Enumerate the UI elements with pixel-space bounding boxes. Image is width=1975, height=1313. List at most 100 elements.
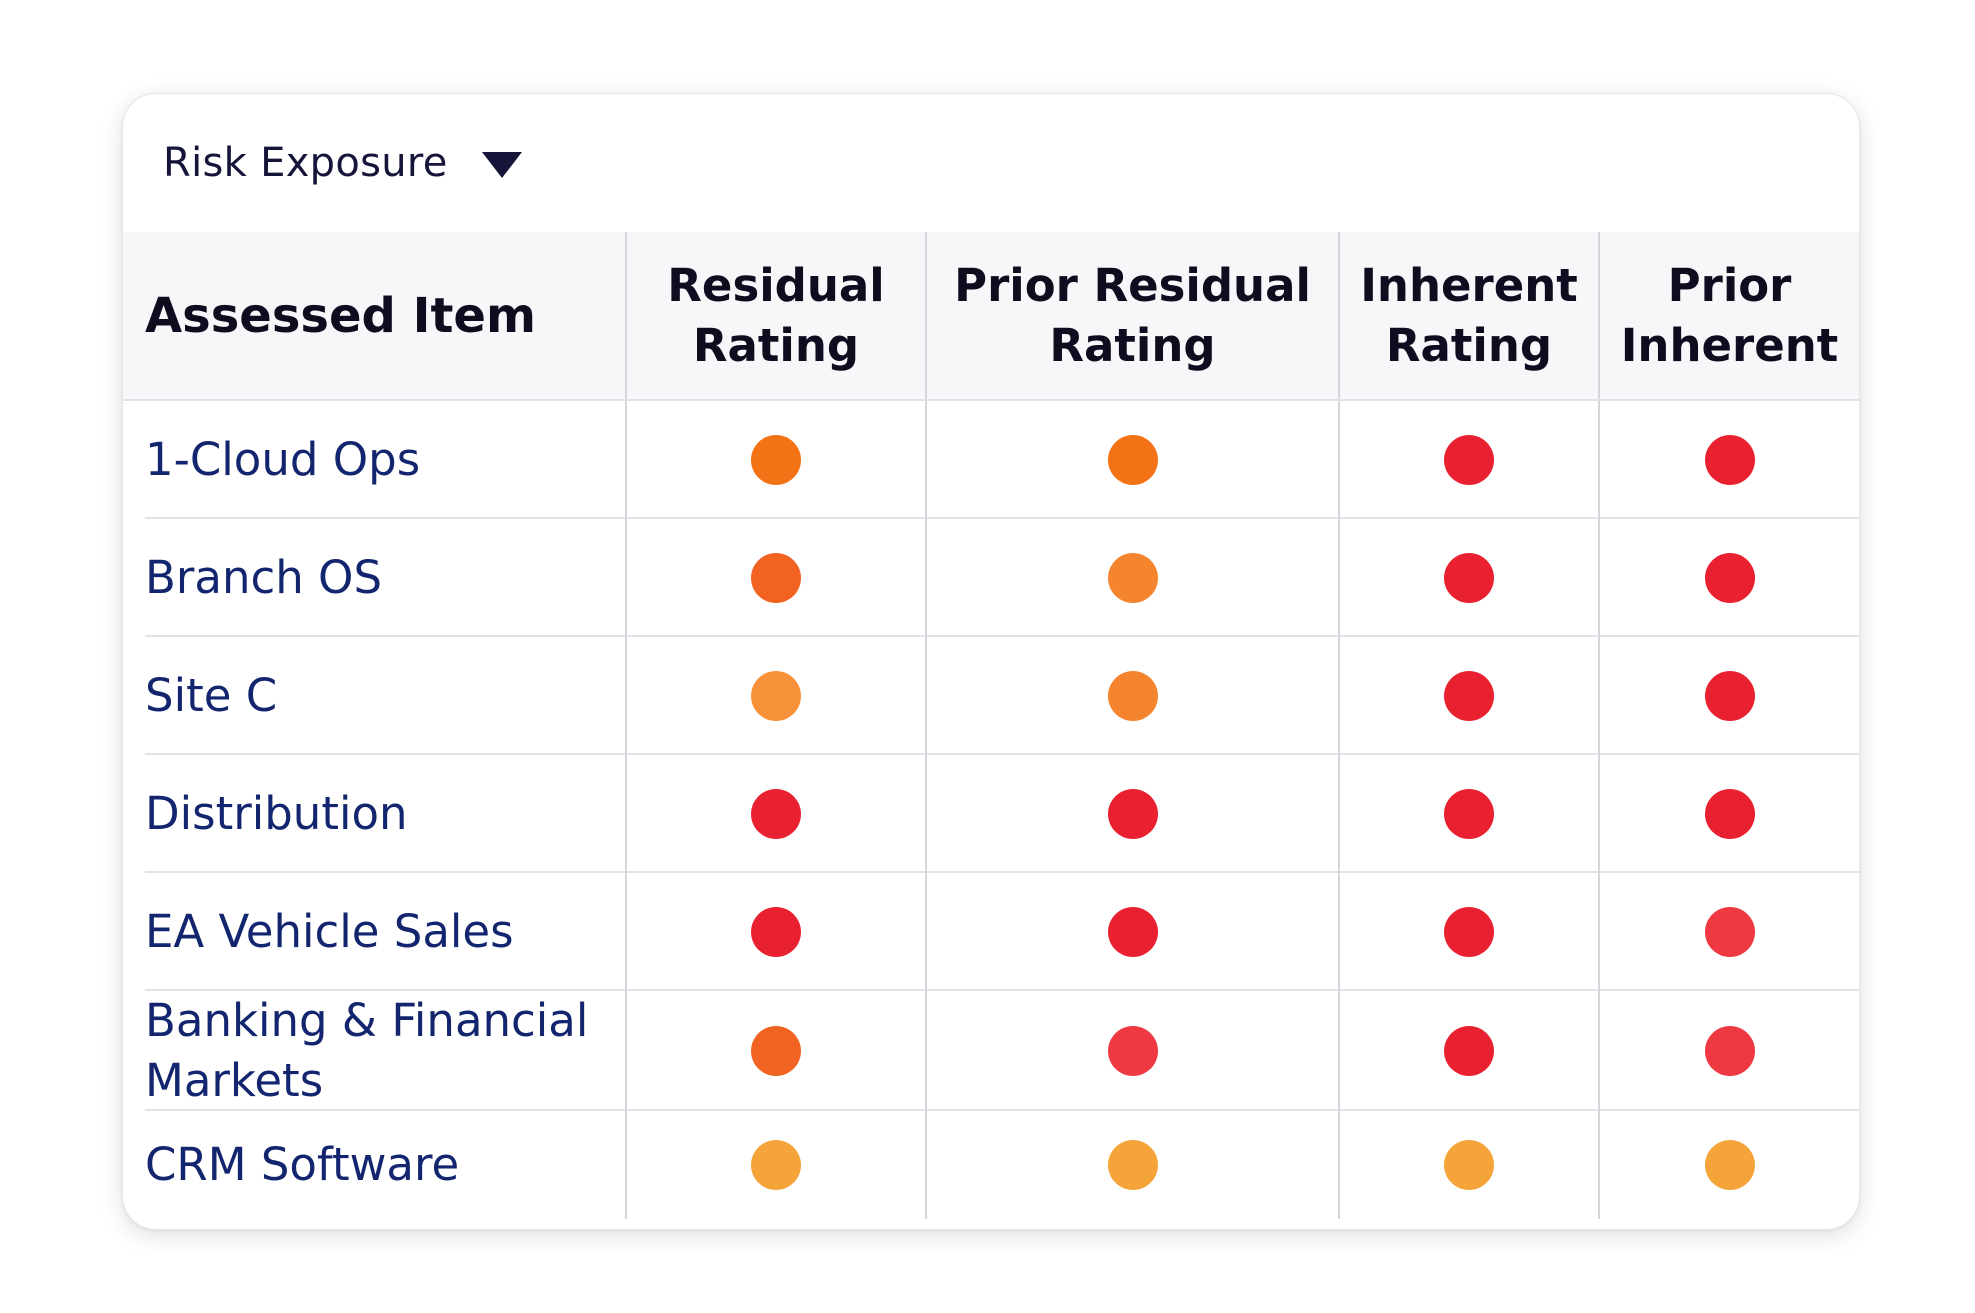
table-row: Branch OS [123, 519, 1859, 637]
row-divider [145, 989, 625, 991]
inherent-rating-cell [1338, 755, 1599, 873]
assessed-item-cell: CRM Software [123, 1111, 626, 1219]
assessed-item-link[interactable]: Branch OS [145, 551, 383, 604]
column-header-residual-rating[interactable]: Residual Rating [625, 232, 926, 401]
row-divider [927, 1109, 1338, 1111]
prior-inherent-rating-cell [1598, 637, 1859, 755]
risk-exposure-dropdown[interactable]: Risk Exposure [163, 140, 522, 186]
prior-residual-rating-cell [925, 400, 1339, 519]
column-header-label: Assessed Item [145, 287, 536, 344]
assessed-item-link[interactable]: CRM Software [145, 1138, 460, 1191]
column-header-inherent-rating[interactable]: Inherent Rating [1338, 232, 1599, 401]
inherent-rating-indicator [1444, 671, 1494, 721]
row-divider [927, 871, 1338, 873]
card-header: Risk Exposure [123, 94, 1859, 232]
inherent-rating-cell [1338, 637, 1599, 755]
table-row: Distribution [123, 755, 1859, 873]
prior-inherent-rating-cell [1598, 1111, 1859, 1219]
assessed-item-link[interactable]: EA Vehicle Sales [145, 905, 514, 958]
assessed-item-cell: Branch OS [123, 519, 626, 637]
row-divider [1600, 1109, 1859, 1111]
row-divider [1600, 753, 1859, 755]
prior-inherent-rating-indicator [1704, 789, 1755, 839]
assessed-item-cell: Site C [123, 637, 626, 755]
row-divider [1600, 635, 1859, 637]
row-divider [1340, 989, 1598, 991]
assessed-item-link[interactable]: Banking & Financial Markets [145, 994, 589, 1107]
inherent-rating-indicator [1444, 435, 1494, 485]
assessed-item-link[interactable]: 1-Cloud Ops [145, 433, 421, 486]
table-row: Banking & Financial Markets [123, 991, 1859, 1111]
prior-residual-rating-cell [925, 991, 1339, 1111]
risk-exposure-card: Risk Exposure Assessed Item Residual Rat… [122, 93, 1860, 1230]
row-divider [145, 753, 625, 755]
row-divider [927, 753, 1338, 755]
prior-residual-rating-indicator [1107, 553, 1158, 603]
row-divider [927, 517, 1338, 519]
residual-rating-cell [625, 637, 926, 755]
prior-residual-rating-cell [925, 1111, 1339, 1219]
row-divider [1340, 517, 1598, 519]
inherent-rating-cell [1338, 1111, 1599, 1219]
row-divider [1600, 517, 1859, 519]
prior-residual-rating-indicator [1107, 671, 1158, 721]
residual-rating-indicator [751, 789, 801, 839]
assessed-item-cell: Banking & Financial Markets [123, 991, 626, 1111]
inherent-rating-indicator [1444, 1026, 1494, 1076]
residual-rating-cell [625, 873, 926, 991]
inherent-rating-indicator [1444, 789, 1494, 839]
prior-inherent-rating-indicator [1704, 1140, 1755, 1190]
column-header-prior-inherent[interactable]: Prior Inherent [1598, 232, 1859, 401]
prior-residual-rating-cell [925, 755, 1339, 873]
column-header-label-line1: Prior [1667, 258, 1792, 312]
prior-inherent-rating-cell [1598, 991, 1859, 1111]
inherent-rating-indicator [1444, 553, 1494, 603]
row-divider [145, 1109, 625, 1111]
prior-inherent-rating-indicator [1704, 553, 1755, 603]
prior-residual-rating-cell [925, 637, 1339, 755]
table-row: CRM Software [123, 1111, 1859, 1219]
column-header-label-line2: Rating [1385, 318, 1553, 372]
row-divider [627, 1109, 925, 1111]
column-header-assessed-item[interactable]: Assessed Item [123, 232, 626, 401]
prior-inherent-rating-indicator [1704, 1026, 1755, 1076]
residual-rating-cell [625, 400, 926, 519]
column-header-label-line2: Inherent [1620, 318, 1839, 372]
assessed-item-cell: 1-Cloud Ops [123, 400, 626, 519]
prior-residual-rating-indicator [1107, 789, 1158, 839]
prior-residual-rating-indicator [1107, 1026, 1158, 1076]
row-divider [1340, 1109, 1598, 1111]
assessed-item-cell: Distribution [123, 755, 626, 873]
assessed-item-link[interactable]: Distribution [145, 787, 408, 840]
prior-inherent-rating-indicator [1704, 671, 1755, 721]
residual-rating-indicator [751, 907, 801, 957]
assessed-item-link[interactable]: Site C [145, 669, 278, 722]
assessed-item-cell: EA Vehicle Sales [123, 873, 626, 991]
row-divider [927, 989, 1338, 991]
prior-inherent-rating-cell [1598, 400, 1859, 519]
table-row: Site C [123, 637, 1859, 755]
table-body: 1-Cloud Ops Branch OS Site C Distribution EA… [123, 400, 1859, 1219]
row-divider [145, 517, 625, 519]
inherent-rating-indicator [1444, 1140, 1494, 1190]
row-divider [1600, 871, 1859, 873]
residual-rating-cell [625, 991, 926, 1111]
column-header-label-line2: Rating [1049, 318, 1216, 372]
column-header-label-line1: Prior Residual [954, 258, 1311, 312]
prior-residual-rating-indicator [1107, 1140, 1158, 1190]
column-header-label-line1: Residual [667, 258, 885, 312]
prior-residual-rating-cell [925, 873, 1339, 991]
inherent-rating-cell [1338, 873, 1599, 991]
residual-rating-indicator [751, 1026, 801, 1076]
row-divider [627, 517, 925, 519]
residual-rating-cell [625, 1111, 926, 1219]
prior-inherent-rating-indicator [1704, 907, 1755, 957]
prior-residual-rating-indicator [1107, 907, 1158, 957]
row-divider [627, 635, 925, 637]
row-divider [1340, 871, 1598, 873]
inherent-rating-cell [1338, 400, 1599, 519]
column-header-prior-residual-rating[interactable]: Prior Residual Rating [925, 232, 1339, 401]
residual-rating-indicator [751, 435, 801, 485]
inherent-rating-cell [1338, 991, 1599, 1111]
residual-rating-indicator [751, 553, 801, 603]
